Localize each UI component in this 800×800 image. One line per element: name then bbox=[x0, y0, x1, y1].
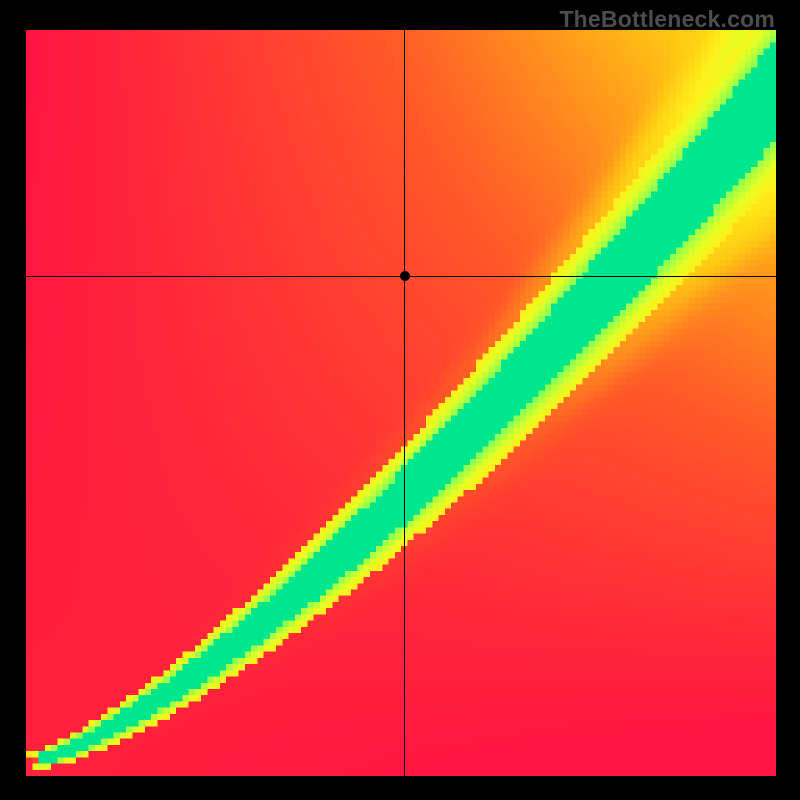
crosshair-vertical bbox=[404, 30, 405, 776]
heatmap-canvas bbox=[26, 30, 776, 776]
watermark-text: TheBottleneck.com bbox=[559, 6, 775, 33]
plot-frame bbox=[26, 30, 776, 776]
crosshair-marker bbox=[400, 271, 410, 281]
